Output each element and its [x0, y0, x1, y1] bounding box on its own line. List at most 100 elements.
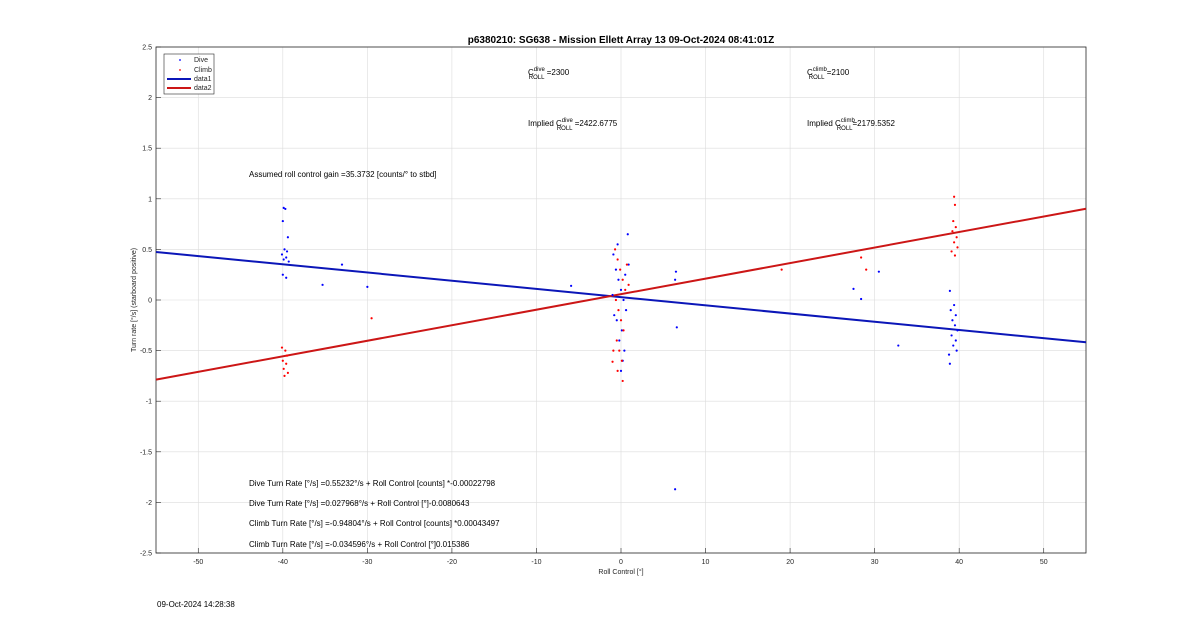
climb-point: [612, 349, 615, 352]
dive-point: [285, 276, 288, 279]
dive-point: [286, 236, 289, 239]
y-tick-label: -2: [146, 500, 152, 507]
legend-climb-label: Climb: [194, 67, 212, 74]
climb-point: [625, 263, 629, 266]
dive-point: [616, 243, 619, 246]
dive-point: [954, 314, 957, 317]
climb-point: [283, 374, 286, 377]
dive-point: [614, 268, 618, 271]
climb-point: [286, 371, 289, 374]
climb-point: [620, 359, 623, 362]
dive-point: [897, 344, 900, 347]
dive-point: [949, 309, 952, 312]
dive-point: [617, 278, 620, 281]
dive-point: [950, 334, 953, 337]
dive-point: [951, 319, 954, 322]
y-axis-label: Turn rate [°/s] (starboard positive): [130, 248, 138, 352]
x-tick-label: 0: [619, 559, 623, 566]
y-tick-label: -1.5: [140, 449, 152, 456]
dive-point: [674, 278, 677, 281]
c-roll-dive: Cdive ROLL =2300: [528, 67, 570, 81]
y-tick-label: 1: [148, 196, 152, 203]
climb-point: [615, 339, 618, 342]
climb-point: [282, 367, 285, 370]
climb-equation-counts: Climb Turn Rate [°/s] =-0.94804°/s + Rol…: [249, 519, 500, 528]
roll-gain-note: Assumed roll control gain =35.3732 [coun…: [249, 170, 437, 179]
climb-point: [617, 309, 620, 312]
dive-point: [952, 344, 955, 347]
x-tick-label: 20: [786, 559, 794, 566]
climb-point: [616, 369, 619, 372]
y-tick-label: 0.5: [142, 247, 152, 254]
dive-point: [570, 284, 573, 287]
data1-fit-line: [155, 250, 1087, 344]
chart-title: p6380210: SG638 - Mission Ellett Array 1…: [468, 35, 774, 46]
climb-point: [953, 195, 956, 198]
dive-point: [619, 369, 623, 372]
x-tick-label: 10: [702, 559, 710, 566]
print-timestamp: 09-Oct-2024 14:28:38: [157, 600, 235, 609]
climb-point: [614, 298, 618, 302]
legend-data1-label: data1: [194, 76, 212, 83]
y-tick-label: 2: [148, 95, 152, 102]
implied-c-roll-dive: Implied Cdive ROLL =2422.6775: [528, 118, 618, 132]
dive-point: [620, 329, 623, 332]
climb-point: [621, 379, 624, 383]
dive-point: [285, 250, 289, 253]
y-tick-label: -2.5: [140, 551, 152, 558]
dive-point: [948, 362, 951, 365]
dive-point: [340, 263, 344, 266]
climb-point: [618, 349, 621, 352]
dive-point: [284, 207, 287, 211]
climb-point: [956, 246, 959, 249]
dive-point: [321, 283, 324, 286]
legend-dive-label: Dive: [194, 57, 208, 64]
climb-point: [613, 248, 617, 251]
dive-point: [281, 219, 284, 223]
climb-point: [622, 329, 625, 332]
dive-point: [954, 339, 957, 342]
climb-point: [611, 360, 614, 363]
climb-point: [953, 203, 957, 206]
x-tick-label: -50: [193, 559, 203, 566]
legend-climb-marker: [179, 69, 181, 71]
data-points: [280, 195, 959, 491]
dive-point: [612, 253, 615, 256]
climb-point: [619, 319, 623, 322]
x-tick-label: 50: [1040, 559, 1048, 566]
climb-point: [284, 349, 287, 352]
x-tick-label: -40: [278, 559, 288, 566]
dive-point: [618, 339, 621, 342]
implied-c-roll-climb: Implied Cclimb ROLL=2179.5352: [807, 118, 896, 132]
dive-point: [366, 285, 369, 288]
dive-point: [615, 319, 618, 322]
x-tick-label: -30: [362, 559, 372, 566]
dive-point: [611, 293, 614, 297]
climb-point: [370, 317, 373, 320]
climb-point: [865, 268, 868, 271]
dive-point: [852, 287, 855, 290]
climb-equation-degrees: Climb Turn Rate [°/s] =-0.034596°/s + Ro…: [249, 540, 470, 549]
dive-point: [613, 314, 616, 317]
dive-point: [287, 260, 290, 263]
dive-point: [956, 329, 959, 332]
dive-point: [860, 297, 863, 301]
climb-point: [953, 241, 956, 244]
x-tick-label: 30: [871, 559, 879, 566]
dive-point: [624, 309, 628, 312]
dive-point: [953, 303, 956, 307]
data2-fit-line: [155, 207, 1087, 381]
dive-point: [282, 206, 285, 210]
x-tick-label: -20: [447, 559, 457, 566]
dive-point: [955, 349, 958, 352]
climb-point: [621, 278, 624, 281]
dive-point: [674, 270, 678, 273]
climb-point: [780, 268, 783, 271]
dive-point: [626, 233, 629, 236]
climb-point: [281, 359, 284, 362]
y-tick-label: 2.5: [142, 45, 152, 52]
climb-point: [952, 219, 955, 223]
climb-point: [619, 268, 622, 271]
y-tick-label: 0: [148, 298, 152, 305]
